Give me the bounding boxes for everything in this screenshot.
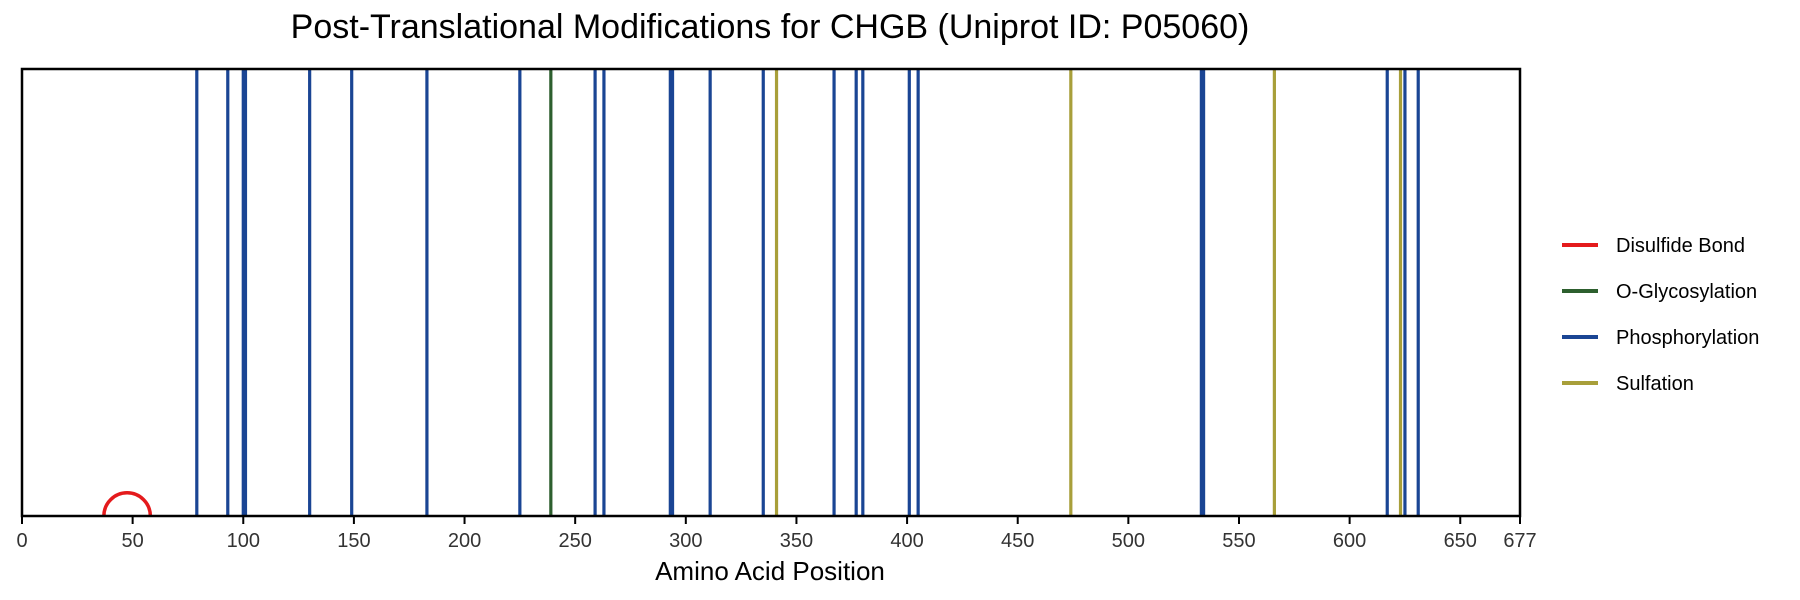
x-tick-label-677: 677	[1503, 530, 1536, 552]
x-tick-label-200: 200	[448, 530, 481, 552]
legend-label-sulfation: Sulfation	[1616, 373, 1694, 395]
x-axis-label: Amino Acid Position	[655, 556, 885, 586]
disulfide-bond-arc-37-58	[102, 491, 153, 517]
x-tick-label-550: 550	[1222, 530, 1255, 552]
x-tick-label-400: 400	[890, 530, 923, 552]
legend-label-o-glycosylation: O-Glycosylation	[1616, 281, 1757, 303]
plot-area	[20, 67, 1522, 518]
x-tick-label-650: 650	[1444, 530, 1477, 552]
x-tick-label-450: 450	[1001, 530, 1034, 552]
plot-frame	[20, 67, 1522, 518]
x-tick-label-0: 0	[16, 530, 27, 552]
ptm-marks	[102, 69, 1420, 517]
x-axis: 0 50 100 150 200 250 300 350 400 450 500 550 600 650 6…	[16, 516, 1537, 552]
x-tick-label-150: 150	[337, 530, 370, 552]
x-tick-label-100: 100	[227, 530, 260, 552]
legend: Disulfide Bond O-Glycosylation Phosphoryla…	[1562, 235, 1759, 395]
chart-title: Post-Translational Modifications for CHG…	[291, 8, 1250, 46]
x-tick-label-300: 300	[669, 530, 702, 552]
legend-label-disulfide-bond: Disulfide Bond	[1616, 235, 1745, 257]
x-tick-label-600: 600	[1333, 530, 1366, 552]
x-tick-label-350: 350	[780, 530, 813, 552]
legend-label-phosphorylation: Phosphorylation	[1616, 327, 1759, 349]
x-tick-label-500: 500	[1112, 530, 1145, 552]
x-tick-label-250: 250	[558, 530, 591, 552]
x-tick-label-50: 50	[122, 530, 144, 552]
